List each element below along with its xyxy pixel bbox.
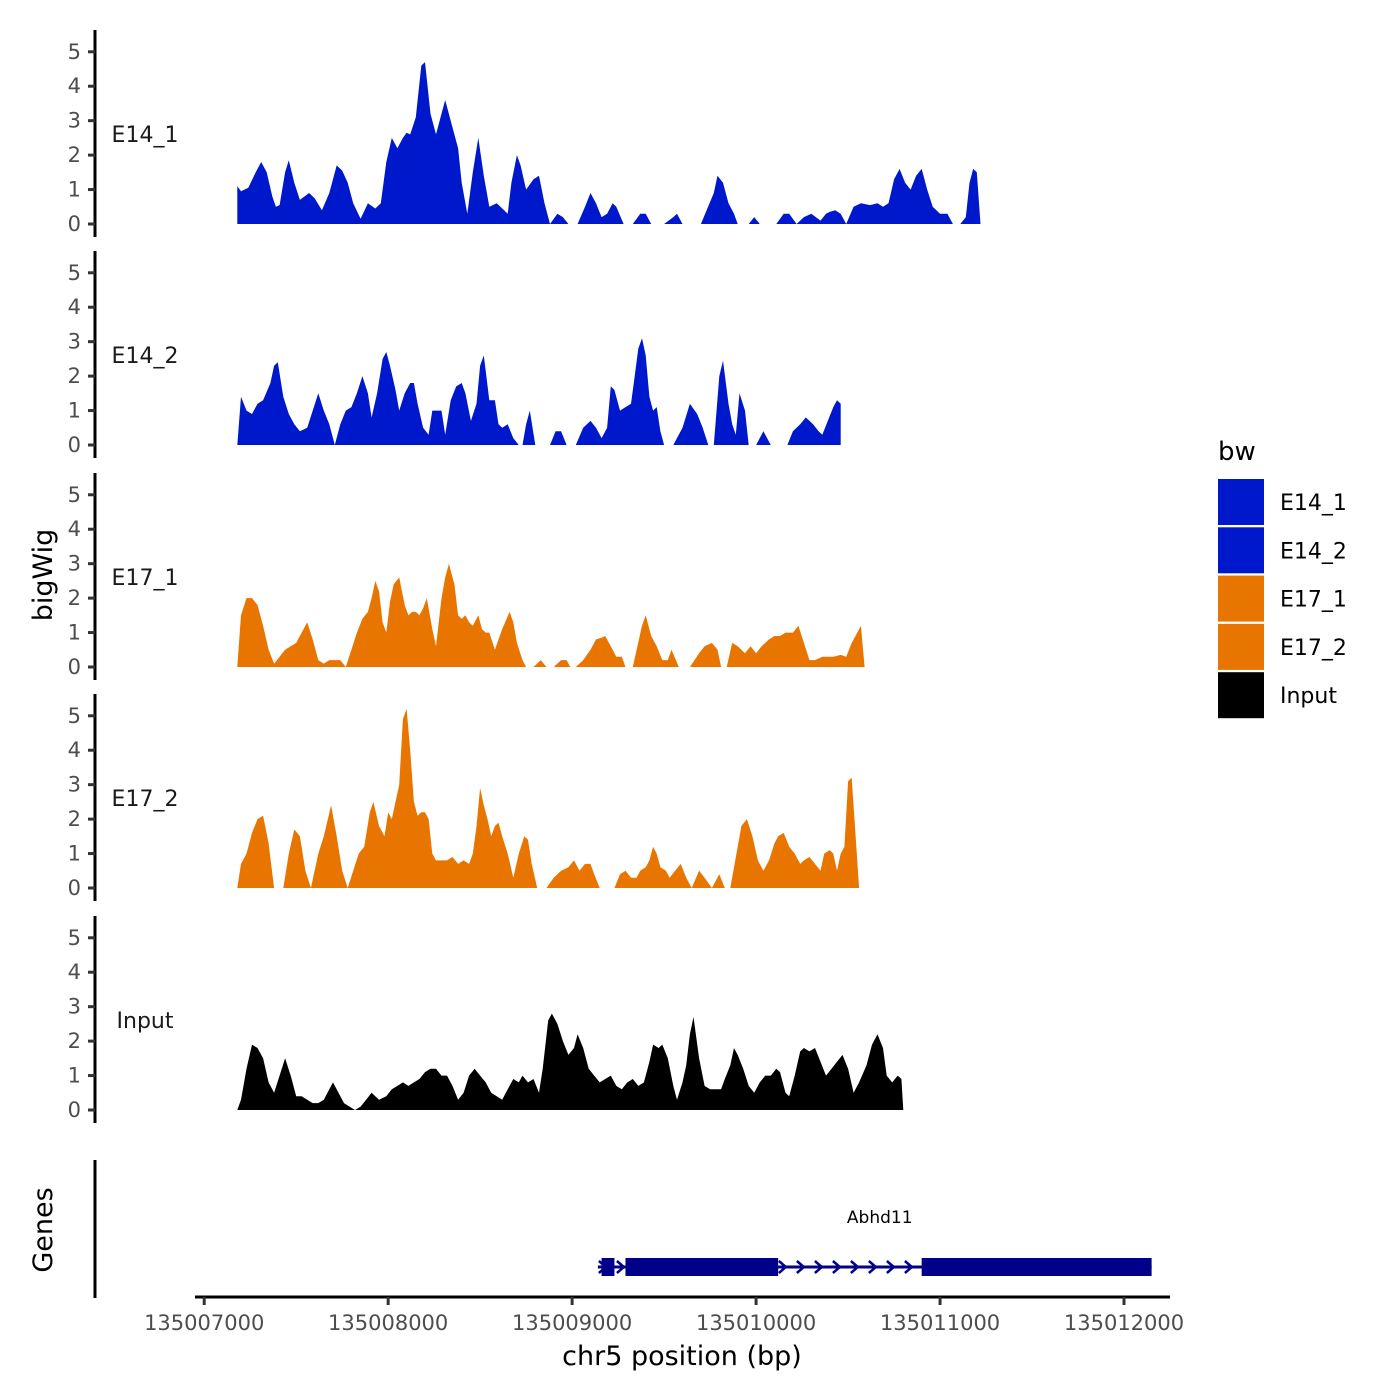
y-tick-label: 5 [68, 40, 81, 64]
x-axis: 135007000 135008000 135009000 135010000 1350… [144, 1295, 1184, 1335]
y-tick-label: 3 [68, 109, 81, 133]
track-label-E17_1: E17_1 [112, 566, 179, 591]
strand-arrow [832, 1260, 842, 1274]
y-tick-label: 2 [68, 586, 81, 610]
coverage-area-E14_2 [237, 338, 841, 445]
gene-exon [625, 1258, 779, 1276]
y-tick-label: 2 [68, 143, 81, 167]
strand-arrow [616, 1260, 626, 1274]
y-tick-label: 5 [68, 483, 81, 507]
y-tick-label: 3 [68, 552, 81, 576]
track-label-E14_1: E14_1 [112, 123, 179, 148]
gene-track: Abhd11 [93, 1160, 1152, 1298]
legend-label-E17_1: E17_1 [1280, 588, 1347, 613]
legend-title: bw [1218, 437, 1256, 467]
y-tick-label: 4 [68, 960, 81, 984]
strand-arrow [796, 1260, 806, 1274]
strand-arrow [904, 1260, 914, 1274]
genes-axis-title: Genes [28, 1187, 59, 1272]
y-tick-label: 4 [68, 738, 81, 762]
y-tick-label: 5 [68, 261, 81, 285]
track-Input: 0 1 2 3 4 5 Input [68, 916, 904, 1123]
track-E14_2: 0 1 2 3 4 5 E14_2 [68, 251, 841, 458]
y-tick-label: 1 [68, 1064, 81, 1088]
y-tick-label: 0 [68, 212, 81, 236]
x-tick-label: 135008000 [328, 1311, 448, 1335]
x-axis-title: chr5 position (bp) [562, 1341, 802, 1372]
legend-label-E14_2: E14_2 [1280, 539, 1347, 564]
y-tick-label: 1 [68, 178, 81, 202]
coverage-tracks: 0 1 2 3 4 5 E14_1 0 1 2 3 4 5 E14_2 0 1 2 3 4 5 E17_1 0 1 2 3 4 5 E… [68, 30, 981, 1123]
legend-swatch-E14_1 [1218, 479, 1264, 525]
y-tick-label: 0 [68, 433, 81, 457]
strand-arrow [868, 1260, 878, 1274]
coverage-area-E14_1 [237, 62, 981, 224]
legend: bw E14_1 E14_2 E17_1 E17_2 Input [1218, 437, 1347, 719]
strand-arrow [850, 1260, 860, 1274]
y-axis-title: bigWig [28, 529, 59, 622]
y-tick-label: 2 [68, 1029, 81, 1053]
legend-swatch-Input [1218, 672, 1264, 719]
track-label-E17_2: E17_2 [112, 787, 179, 812]
track-E17_2: 0 1 2 3 4 5 E17_2 [68, 694, 860, 901]
y-tick-label: 1 [68, 842, 81, 866]
y-tick-label: 5 [68, 704, 81, 728]
legend-label-E14_1: E14_1 [1280, 491, 1347, 516]
coverage-area-Input [237, 1013, 904, 1110]
y-tick-label: 3 [68, 330, 81, 354]
y-tick-label: 0 [68, 655, 81, 679]
x-tick-label: 135009000 [512, 1311, 632, 1335]
x-tick-label: 135011000 [880, 1311, 1000, 1335]
y-tick-label: 2 [68, 807, 81, 831]
legend-label-E17_2: E17_2 [1280, 636, 1347, 661]
y-tick-label: 0 [68, 876, 81, 900]
coverage-area-E17_1 [237, 563, 865, 667]
y-tick-label: 0 [68, 1098, 81, 1122]
gene-exon [601, 1258, 615, 1276]
gene-exon [921, 1258, 1152, 1276]
legend-swatch-E17_1 [1218, 575, 1264, 622]
track-label-E14_2: E14_2 [112, 344, 179, 369]
y-tick-label: 4 [68, 74, 81, 98]
x-tick-label: 135012000 [1064, 1311, 1184, 1335]
y-tick-label: 1 [68, 399, 81, 423]
y-tick-label: 5 [68, 926, 81, 950]
y-tick-label: 3 [68, 995, 81, 1019]
legend-swatch-E17_2 [1218, 623, 1264, 670]
x-tick-label: 135007000 [144, 1311, 264, 1335]
y-tick-label: 2 [68, 364, 81, 388]
track-E17_1: 0 1 2 3 4 5 E17_1 [68, 473, 865, 680]
legend-swatch-E14_2 [1218, 527, 1264, 574]
y-tick-label: 1 [68, 621, 81, 645]
y-tick-label: 4 [68, 295, 81, 319]
coverage-area-E17_2 [237, 708, 860, 888]
y-tick-label: 4 [68, 517, 81, 541]
legend-label-Input: Input [1280, 684, 1337, 709]
gene-label: Abhd11 [847, 1208, 913, 1228]
strand-arrow [778, 1260, 788, 1274]
gene-Abhd11: Abhd11 [597, 1208, 1152, 1276]
strand-arrow [814, 1260, 824, 1274]
y-tick-label: 3 [68, 773, 81, 797]
x-tick-label: 135010000 [696, 1311, 816, 1335]
track-E14_1: 0 1 2 3 4 5 E14_1 [68, 30, 981, 237]
track-label-Input: Input [117, 1009, 174, 1034]
strand-arrow [886, 1260, 896, 1274]
